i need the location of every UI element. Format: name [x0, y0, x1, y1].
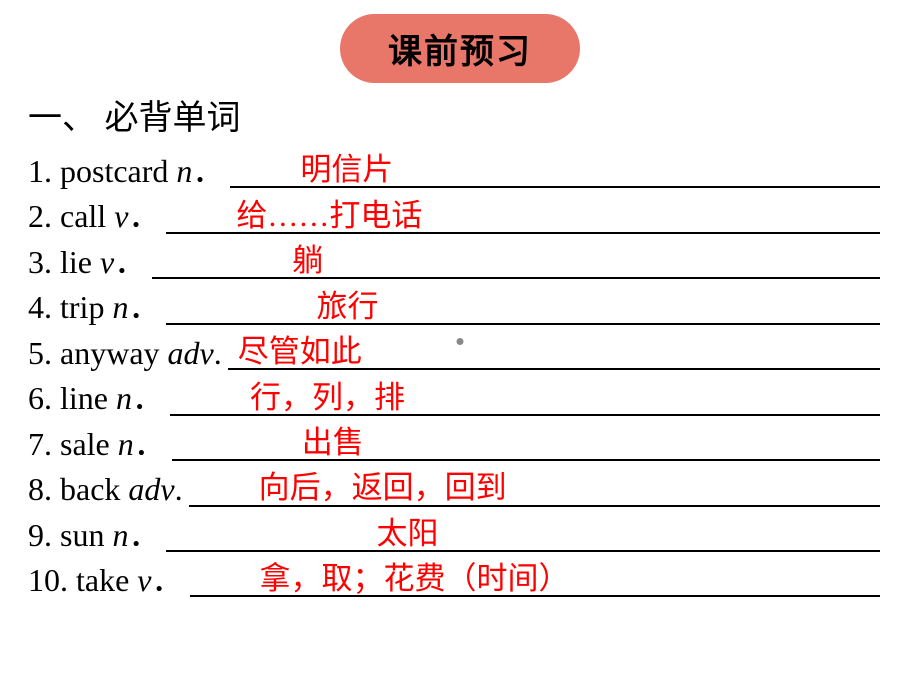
answer-blank: 尽管如此 — [228, 336, 880, 376]
vocab-label: 9. sun n． — [28, 513, 160, 558]
vocab-label: 8. back adv. — [28, 467, 183, 512]
vocab-list: 1. postcard n．明信片2. call v．给……打电话3. lie … — [28, 149, 880, 603]
vocab-row: 7. sale n．出售 — [28, 422, 880, 467]
vocab-label: 10. take v． — [28, 558, 184, 603]
answer-text: 明信片 — [300, 148, 393, 192]
vocab-label: 5. anyway adv. — [28, 331, 222, 376]
vocab-label: 7. sale n． — [28, 422, 166, 467]
vocab-row: 1. postcard n．明信片 — [28, 149, 880, 194]
answer-blank: 旅行 — [166, 291, 880, 331]
answer-text: 拿，取；花费（时间） — [260, 557, 570, 601]
answer-text: 尽管如此 — [238, 330, 362, 374]
answer-blank: 太阳 — [166, 518, 880, 558]
vocab-label: 3. lie v． — [28, 240, 146, 285]
answer-blank: 行，列，排 — [170, 382, 880, 422]
answer-text: 给……打电话 — [236, 194, 422, 238]
vocab-row: 8. back adv.向后，返回，回到 — [28, 467, 880, 512]
answer-text: 旅行 — [316, 285, 378, 329]
content-area: 一、 必背单词 1. postcard n．明信片2. call v．给……打电… — [28, 90, 880, 603]
underline — [166, 323, 880, 325]
vocab-row: 6. line n．行，列，排 — [28, 376, 880, 421]
vocab-label: 1. postcard n． — [28, 149, 224, 194]
answer-text: 出售 — [302, 421, 364, 465]
vocab-row: 3. lie v．躺 — [28, 240, 880, 285]
answer-blank: 明信片 — [230, 154, 880, 194]
answer-blank: 躺 — [152, 245, 880, 285]
answer-text: 行，列，排 — [250, 376, 405, 420]
answer-blank: 出售 — [172, 427, 880, 467]
header-badge: 课前预习 — [340, 14, 580, 83]
vocab-row: 9. sun n．太阳 — [28, 513, 880, 558]
page-indicator-dot — [457, 338, 464, 345]
answer-blank: 拿，取；花费（时间） — [190, 563, 880, 603]
section-title: 一、 必背单词 — [28, 90, 880, 139]
underline — [152, 277, 880, 279]
answer-text: 太阳 — [376, 512, 438, 556]
underline — [172, 459, 880, 461]
answer-blank: 向后，返回，回到 — [189, 473, 880, 513]
vocab-row: 10. take v．拿，取；花费（时间） — [28, 558, 880, 603]
vocab-row: 2. call v．给……打电话 — [28, 194, 880, 239]
vocab-label: 2. call v． — [28, 194, 160, 239]
vocab-label: 6. line n． — [28, 376, 164, 421]
answer-blank: 给……打电话 — [166, 200, 880, 240]
underline — [166, 550, 880, 552]
answer-text: 躺 — [292, 239, 323, 283]
vocab-row: 4. trip n．旅行 — [28, 285, 880, 330]
vocab-label: 4. trip n． — [28, 285, 160, 330]
answer-text: 向后，返回，回到 — [259, 466, 507, 510]
vocab-row: 5. anyway adv.尽管如此 — [28, 331, 880, 376]
